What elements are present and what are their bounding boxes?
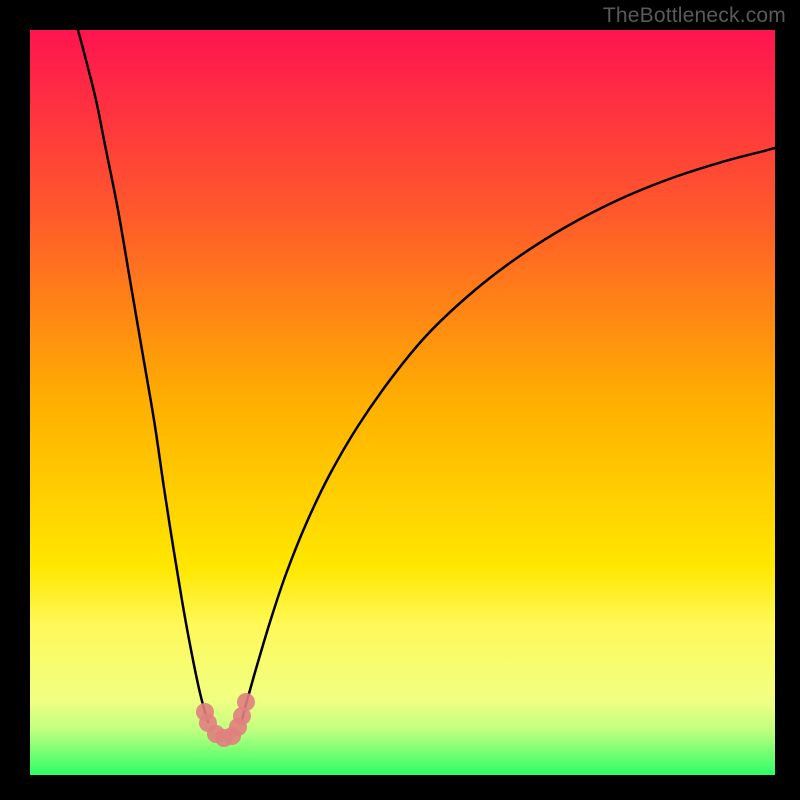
curve-layer <box>0 0 800 800</box>
watermark-text: TheBottleneck.com <box>603 4 786 28</box>
curve-left-branch <box>78 30 208 722</box>
marker-point <box>237 693 255 711</box>
curve-right-branch <box>242 148 775 720</box>
chart-container: { "watermark": { "text": "TheBottleneck.… <box>0 0 800 800</box>
